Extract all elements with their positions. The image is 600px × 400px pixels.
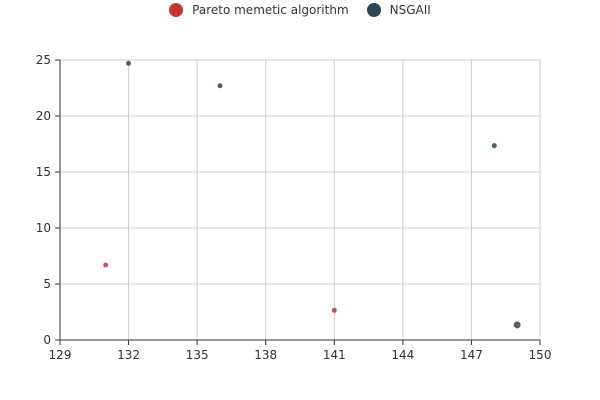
y-tick-label: 0 — [43, 333, 51, 347]
x-tick-label: 147 — [460, 348, 483, 362]
x-tick-label: 132 — [117, 348, 140, 362]
legend-item-nsgaii[interactable]: NSGAII — [366, 3, 431, 17]
legend-marker-pareto — [169, 3, 184, 17]
y-tick-label: 20 — [36, 109, 51, 123]
data-point-nsgaii — [217, 83, 223, 89]
y-tick-label: 15 — [36, 165, 51, 179]
legend-label-pareto: Pareto memetic algorithm — [192, 3, 349, 17]
data-point-nsgaii — [513, 321, 521, 329]
x-tick-label: 138 — [254, 348, 277, 362]
legend-item-pareto[interactable]: Pareto memetic algorithm — [169, 3, 349, 17]
x-tick-label: 150 — [529, 348, 552, 362]
x-tick-label: 141 — [323, 348, 346, 362]
axes: 129 132 135 138 141 144 147 150 0 5 10 15 20 25 — [36, 53, 552, 362]
grid — [59, 59, 541, 341]
legend-marker-nsgaii — [366, 3, 381, 17]
y-tick-label: 10 — [36, 221, 51, 235]
x-tick-label: 144 — [391, 348, 414, 362]
data-point-nsgaii — [491, 143, 497, 149]
y-tick-label: 5 — [43, 277, 51, 291]
x-tick-label: 129 — [49, 348, 72, 362]
data-points — [103, 60, 521, 329]
data-point-nsgaii — [126, 60, 132, 66]
data-point-pareto — [103, 262, 109, 268]
x-tick-label: 135 — [186, 348, 209, 362]
y-tick-label: 25 — [36, 53, 51, 67]
legend: Pareto memetic algorithm NSGAII — [0, 3, 600, 17]
legend-label-nsgaii: NSGAII — [389, 3, 431, 17]
data-point-pareto — [331, 307, 337, 313]
